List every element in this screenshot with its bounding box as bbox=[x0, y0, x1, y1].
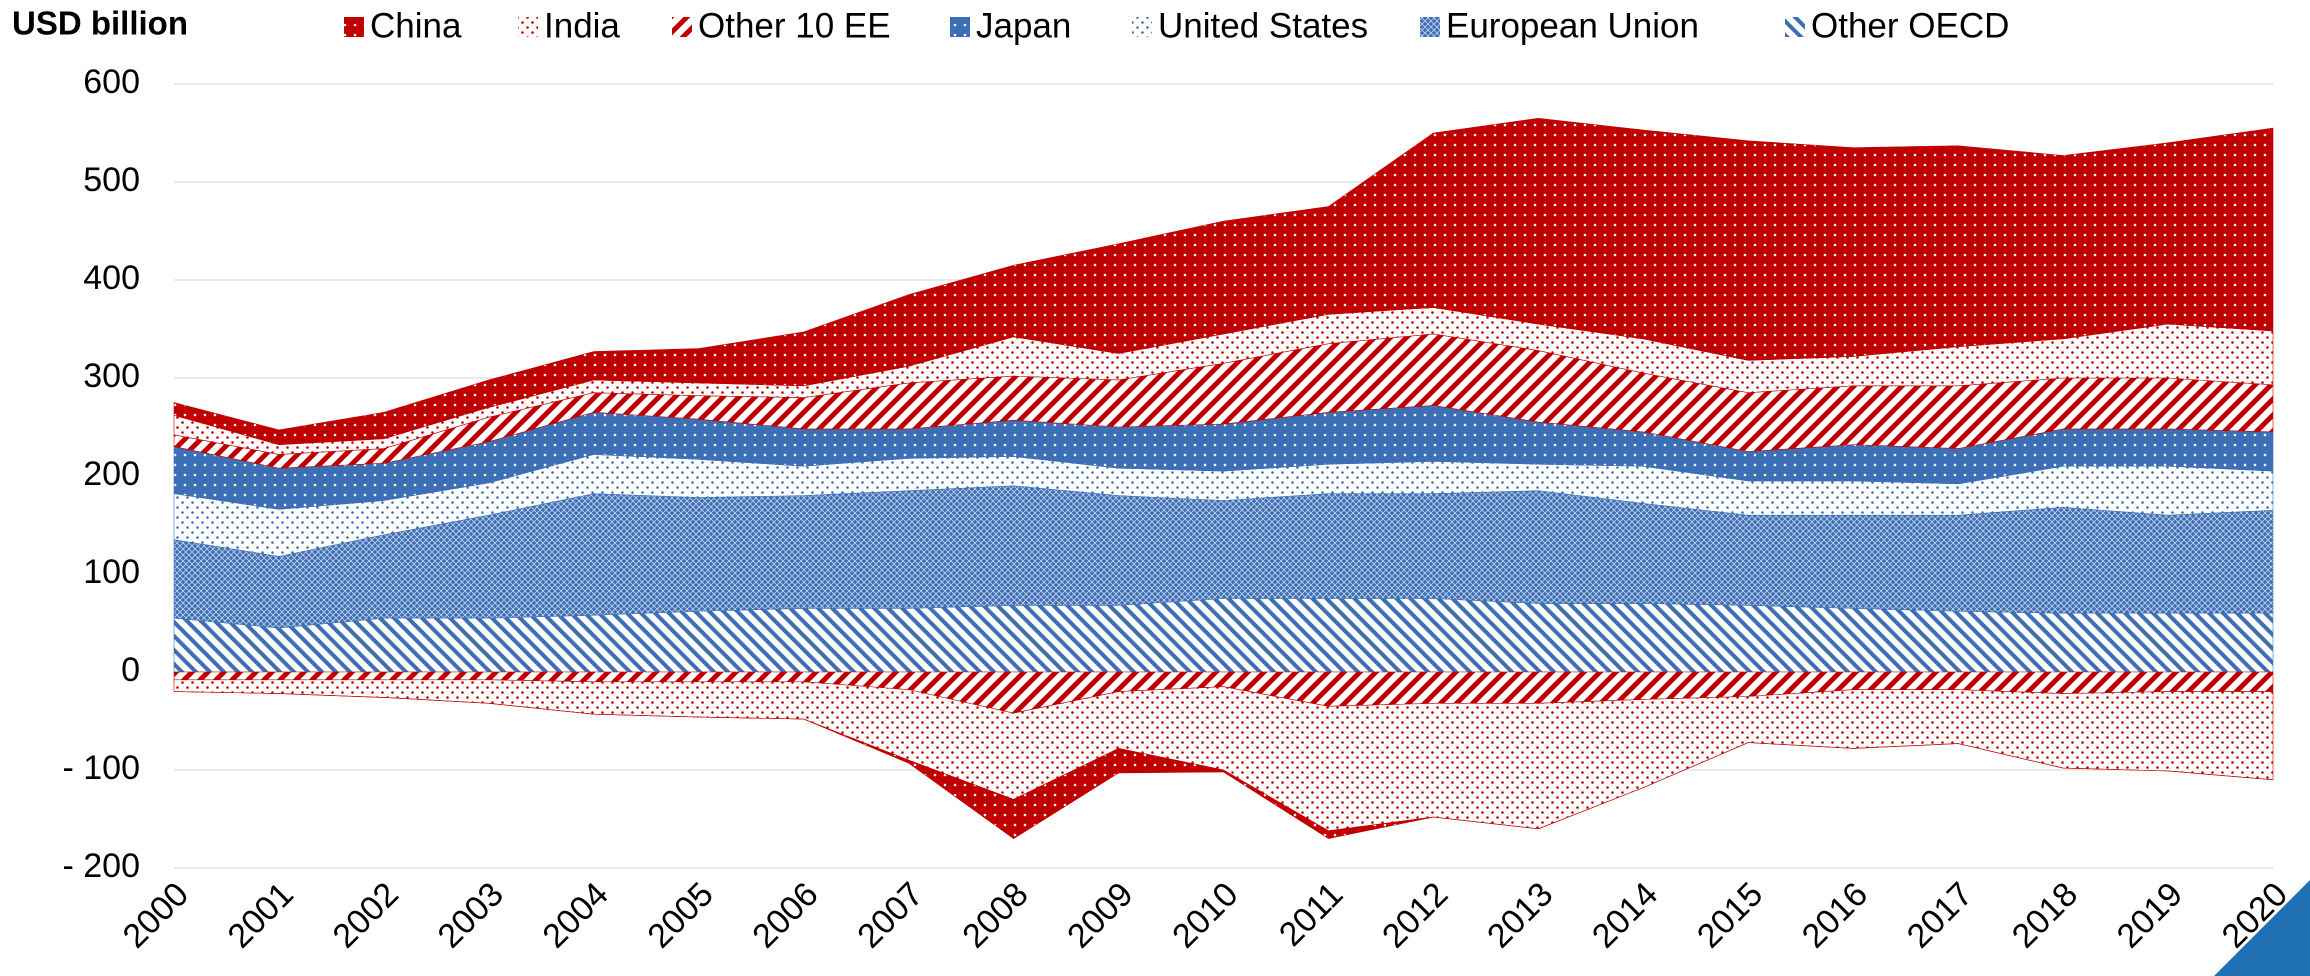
y-tick-label: - 100 bbox=[63, 749, 141, 787]
x-tick-label: 2008 bbox=[955, 875, 1035, 955]
legend-label: United States bbox=[1158, 6, 1368, 45]
x-tick-label: 2000 bbox=[116, 875, 196, 955]
legend-label: Japan bbox=[976, 6, 1071, 45]
legend-label: India bbox=[544, 6, 620, 45]
x-tick-label: 2018 bbox=[2005, 875, 2085, 955]
y-tick-label: 300 bbox=[83, 357, 140, 395]
x-tick-label: 2004 bbox=[535, 875, 615, 955]
area bbox=[173, 117, 2274, 445]
x-tick-label: 2010 bbox=[1165, 875, 1245, 955]
y-tick-label: 200 bbox=[83, 455, 140, 493]
x-tick-label: 2006 bbox=[745, 875, 825, 955]
x-tick-label: 2019 bbox=[2110, 875, 2190, 955]
y-axis-label: USD billion bbox=[12, 5, 188, 42]
legend-swatch bbox=[1420, 17, 1440, 37]
x-tick-label: 2015 bbox=[1690, 875, 1770, 955]
x-tick-label: 2014 bbox=[1585, 875, 1665, 955]
legend-swatch bbox=[344, 17, 364, 37]
x-tick-label: 2007 bbox=[850, 875, 930, 955]
y-tick-label: 400 bbox=[83, 259, 140, 297]
legend-swatch bbox=[672, 17, 692, 37]
x-tick-label: 2009 bbox=[1060, 875, 1140, 955]
x-tick-label: 2016 bbox=[1795, 875, 1875, 955]
y-tick-label: - 200 bbox=[63, 847, 141, 885]
legend-swatch bbox=[1785, 17, 1805, 37]
legend-label: Other 10 EE bbox=[698, 6, 891, 45]
x-tick-label: 2003 bbox=[431, 875, 511, 955]
legend-swatch bbox=[950, 17, 970, 37]
legend-label: China bbox=[370, 6, 462, 45]
y-tick-label: 500 bbox=[83, 161, 140, 199]
x-tick-label: 2012 bbox=[1375, 875, 1455, 955]
y-tick-label: 100 bbox=[83, 553, 140, 591]
area bbox=[173, 679, 2274, 832]
x-tick-label: 2017 bbox=[1900, 875, 1980, 955]
area bbox=[173, 691, 2274, 839]
corner-decoration bbox=[2214, 880, 2310, 976]
y-tick-label: 0 bbox=[121, 651, 140, 689]
x-tick-label: 2013 bbox=[1480, 875, 1560, 955]
legend-label: European Union bbox=[1446, 6, 1699, 45]
x-tick-label: 2002 bbox=[326, 875, 406, 955]
x-tick-label: 2001 bbox=[221, 875, 301, 955]
x-tick-label: 2005 bbox=[640, 875, 720, 955]
x-tick-label: 2011 bbox=[1272, 875, 1351, 954]
y-tick-label: 600 bbox=[83, 63, 140, 101]
legend-swatch bbox=[518, 17, 538, 37]
legend-label: Other OECD bbox=[1811, 6, 2009, 45]
legend-swatch bbox=[1132, 17, 1152, 37]
